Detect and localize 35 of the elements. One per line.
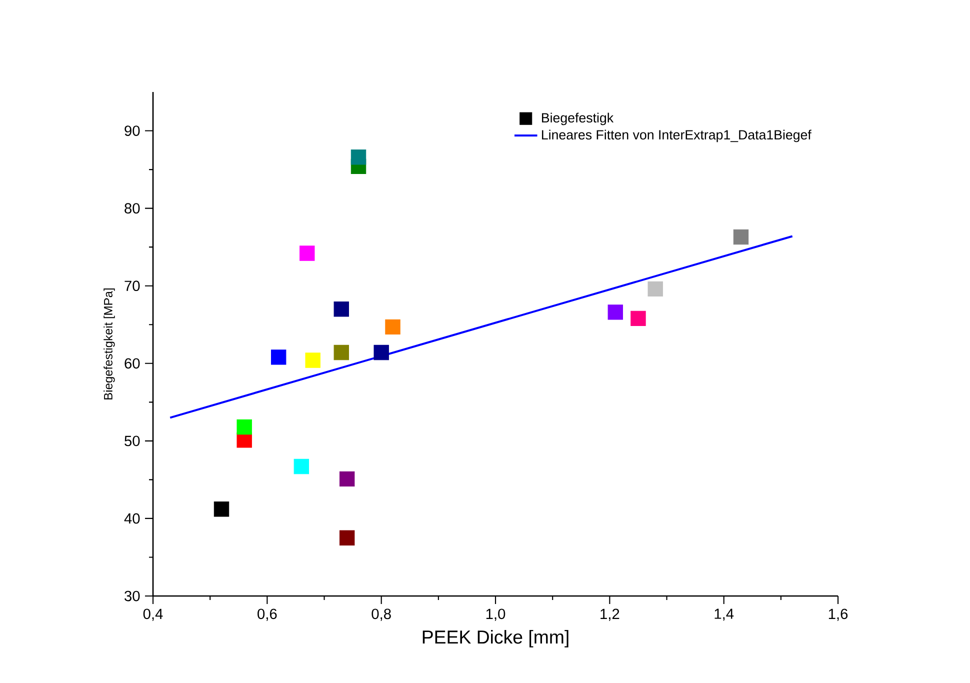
point [214,502,230,517]
y-tick-label: 40 [124,513,140,524]
legend-label: Biegefestigk [542,112,614,126]
point [305,352,320,368]
x-tick-label: 1,0 [486,608,506,621]
x-tick-label: 1,2 [600,608,620,621]
legend-label: Lineares Fitten von InterExtrap1_Data1Biegef [542,130,812,142]
point [270,350,286,365]
x-axis-title: PEEK Dicke [mm] [422,630,568,648]
point [339,471,355,487]
x-tick-label: 0,4 [143,608,163,621]
x-tick-label: 1,4 [714,608,734,621]
y-tick-label: 50 [124,436,140,446]
point [294,458,310,474]
y-tick-label: 70 [124,280,140,292]
y-tick-label: 80 [124,203,140,214]
point [339,530,355,546]
point [334,344,349,360]
point [385,319,400,335]
y-tick-label: 60 [124,358,140,369]
x-tick-label: 0,8 [372,608,391,621]
x-tick-label: 1,6 [828,608,848,621]
y-axis-title: Biegefestigkeit [MPa] [104,288,115,400]
point [608,304,623,320]
point [374,344,389,360]
point [334,302,349,317]
point [648,281,663,297]
x-tick-label: 0,6 [258,608,277,621]
y-tick-label: 30 [124,590,140,602]
point [733,229,749,245]
point [300,246,315,261]
point [350,150,366,165]
point [630,310,646,326]
y-tick-label: 90 [124,126,140,136]
point [236,419,252,435]
